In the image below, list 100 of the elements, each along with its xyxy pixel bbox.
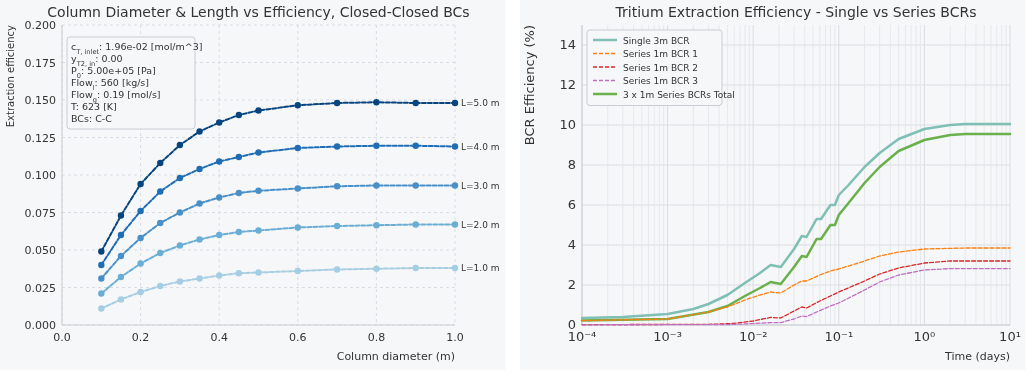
x-tick-label: 0.4 xyxy=(210,331,228,344)
point xyxy=(176,141,184,149)
point xyxy=(235,228,243,236)
point xyxy=(98,248,105,255)
y-tick-label: 0.200 xyxy=(24,19,56,32)
chart-title: Tritium Extraction Efficiency - Single vs Series BCRs xyxy=(614,4,977,20)
point xyxy=(196,236,203,243)
x-tick-label: 1.0 xyxy=(446,331,464,344)
y-tick-label: 0.125 xyxy=(24,131,56,145)
x-tick-label: 10⁻¹ xyxy=(824,329,854,344)
y-axis-title: Extraction efficiency xyxy=(5,24,16,128)
x-tick-label: 0.8 xyxy=(367,331,386,344)
y-tick-label: 0.175 xyxy=(24,56,56,70)
point xyxy=(294,144,301,152)
x-tick-label: 10⁻⁴ xyxy=(567,329,597,344)
y-tick-label: 0.025 xyxy=(24,281,56,295)
point xyxy=(294,102,301,109)
point xyxy=(176,209,184,216)
point xyxy=(373,99,380,106)
point xyxy=(451,143,459,150)
point xyxy=(176,174,184,182)
legend-label: Series 1m BCR 1 xyxy=(623,49,699,59)
point xyxy=(157,159,164,167)
point xyxy=(157,188,164,195)
point xyxy=(294,224,301,231)
point xyxy=(117,231,125,239)
y-tick-label: 0.000 xyxy=(24,319,56,332)
point xyxy=(117,212,125,219)
point xyxy=(137,207,144,215)
point xyxy=(451,99,459,107)
point xyxy=(255,227,262,234)
legend-label: Series 1m BCR 2 xyxy=(623,62,699,73)
point xyxy=(137,234,144,242)
x-tick-label: 10⁰ xyxy=(913,329,936,344)
point xyxy=(196,275,203,282)
point xyxy=(216,231,223,239)
legend-label: Series 1m BCR 3 xyxy=(623,76,699,86)
point xyxy=(157,219,164,227)
point xyxy=(216,194,223,201)
point xyxy=(255,187,262,194)
point xyxy=(117,273,125,281)
point xyxy=(451,221,459,228)
point xyxy=(373,265,380,272)
point xyxy=(216,272,223,279)
x-tick-label: 10⁻³ xyxy=(653,329,682,344)
y-tick-label: 6 xyxy=(567,197,576,212)
point xyxy=(333,183,341,190)
point xyxy=(137,288,144,296)
point xyxy=(373,142,380,149)
legend-label: Single 3m BCR xyxy=(623,35,690,46)
point xyxy=(196,128,203,135)
point xyxy=(451,182,459,189)
point xyxy=(412,264,419,272)
point xyxy=(98,275,105,282)
point xyxy=(235,189,243,197)
series-label: L=1.0 m xyxy=(461,263,500,273)
point xyxy=(157,249,164,257)
x-tick-label: 0.6 xyxy=(289,331,307,344)
y-tick-label: 10 xyxy=(559,117,576,132)
point xyxy=(373,222,380,229)
point xyxy=(137,180,144,188)
point xyxy=(451,264,459,272)
point xyxy=(333,266,341,273)
point xyxy=(235,270,243,277)
y-tick-label: 0.075 xyxy=(24,206,56,220)
annotation: BCs: C-C xyxy=(71,113,113,124)
point xyxy=(235,153,243,161)
y-tick-label: 0 xyxy=(567,317,576,332)
point xyxy=(196,165,203,173)
x-axis-title: Column diameter (m) xyxy=(336,350,455,363)
point xyxy=(255,269,262,276)
point xyxy=(255,107,262,114)
annotation: Flow$_{g}$: 0.19 [mol/s] xyxy=(71,89,161,104)
point xyxy=(412,142,419,149)
point xyxy=(412,99,419,107)
point xyxy=(412,221,419,228)
y-tick-label: 0.050 xyxy=(24,244,56,257)
series-label: L=4.0 m xyxy=(461,141,500,152)
point xyxy=(157,282,164,290)
y-axis-title: BCR Efficiency (%) xyxy=(522,25,537,146)
y-tick-label: 0.150 xyxy=(24,94,56,107)
point xyxy=(117,296,125,303)
point xyxy=(412,182,419,189)
point xyxy=(98,305,105,312)
x-tick-label: 10⁻² xyxy=(738,329,768,344)
legend-label: 3 x 1m Series BCRs Total xyxy=(623,89,735,100)
y-tick-label: 4 xyxy=(567,237,576,252)
point xyxy=(333,99,341,107)
point xyxy=(235,111,243,119)
y-tick-label: 12 xyxy=(559,77,576,92)
point xyxy=(117,252,125,260)
point xyxy=(196,200,203,207)
point xyxy=(216,119,223,126)
point xyxy=(294,267,301,275)
x-axis-title: Time (days) xyxy=(944,350,1010,363)
y-tick-label: 0.100 xyxy=(24,169,56,182)
point xyxy=(255,149,262,156)
y-tick-label: 14 xyxy=(559,37,576,52)
x-tick-label: 0.0 xyxy=(53,331,71,344)
series-label: L=2.0 m xyxy=(461,219,500,230)
